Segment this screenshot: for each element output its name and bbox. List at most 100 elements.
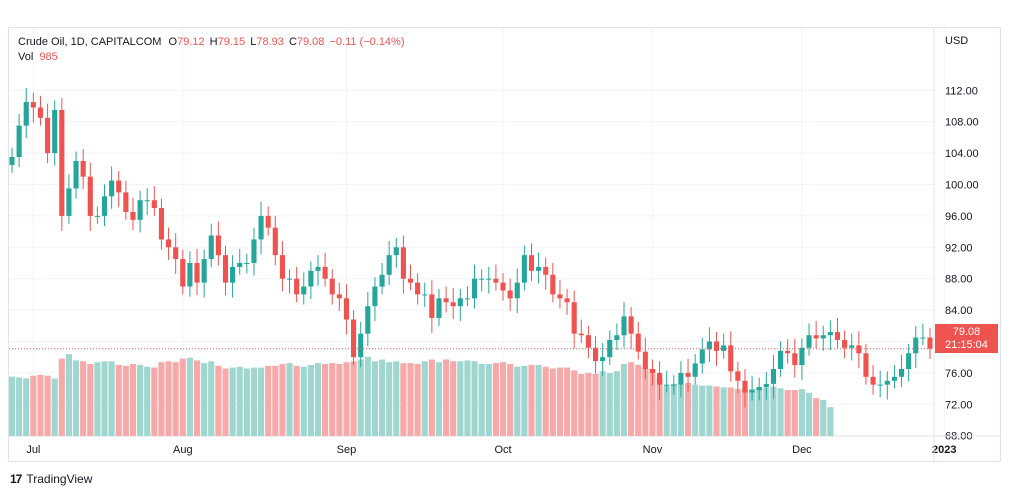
volume-bar xyxy=(16,377,23,436)
candle-body xyxy=(721,345,727,351)
volume-bar xyxy=(827,407,834,436)
volume-bar xyxy=(471,361,478,436)
candle-body xyxy=(443,298,449,303)
volume-bar xyxy=(485,364,492,436)
x-tick-label: Sep xyxy=(337,444,357,456)
tradingview-brand: TradingView xyxy=(26,472,93,486)
y-tick-label: 96.00 xyxy=(945,211,973,223)
volume-bar xyxy=(65,354,72,436)
x-tick-label: Oct xyxy=(494,444,511,456)
low-value: 78.93 xyxy=(256,36,284,48)
volume-bar xyxy=(314,363,322,436)
volume-bar xyxy=(784,390,791,436)
candle-body xyxy=(109,180,115,197)
candle-body xyxy=(294,278,300,295)
volume-bar xyxy=(122,365,129,436)
candle-body xyxy=(692,363,698,377)
candle-body xyxy=(272,227,278,256)
volume-bar xyxy=(571,370,578,436)
candle-body xyxy=(201,259,207,283)
candle-body xyxy=(66,188,72,216)
volume-label[interactable]: Vol xyxy=(18,51,34,63)
volume-value: 985 xyxy=(39,51,58,63)
candle-body xyxy=(244,263,250,264)
candle-body xyxy=(144,200,150,202)
volume-bar xyxy=(364,356,371,436)
volume-bar xyxy=(30,375,37,436)
candle-body xyxy=(208,235,214,260)
candle-body xyxy=(101,196,108,216)
candle-body xyxy=(386,255,392,275)
volume-bar xyxy=(713,386,720,436)
volume-bar xyxy=(564,367,571,436)
candle-body xyxy=(813,335,819,339)
price-unit-label[interactable]: USD xyxy=(945,35,969,47)
last-price-tag: 79.08 21:15:04 xyxy=(935,324,998,353)
candle-body xyxy=(571,302,577,334)
candle-body xyxy=(180,259,186,287)
candle-body xyxy=(642,351,648,369)
candle-body xyxy=(664,384,670,386)
volume-bar xyxy=(813,398,820,436)
open-value: 79.12 xyxy=(177,36,205,48)
volume-bar xyxy=(272,365,279,436)
volume-bar xyxy=(72,360,80,436)
y-tick-label: 88.00 xyxy=(945,274,973,286)
volume-bar xyxy=(23,378,30,436)
volume-bar xyxy=(443,359,450,436)
candle-body xyxy=(123,192,129,212)
volume-bar xyxy=(514,366,521,436)
candle-body xyxy=(158,208,165,240)
candle-body xyxy=(471,278,478,299)
candle-body xyxy=(265,215,271,228)
candle-body xyxy=(849,345,855,348)
volume-bar xyxy=(129,364,137,436)
candle-body xyxy=(920,337,926,339)
candle-body xyxy=(507,290,513,299)
x-tick-label: 2023 xyxy=(932,444,956,456)
candle-body xyxy=(528,255,535,271)
y-tick-label: 72.00 xyxy=(945,399,973,411)
volume-bar xyxy=(763,387,770,436)
candle-body xyxy=(436,298,442,318)
volume-bar xyxy=(599,371,606,436)
volume-bar xyxy=(706,385,713,436)
candle-body xyxy=(806,335,812,348)
candle-body xyxy=(592,347,599,362)
volume-bar xyxy=(137,364,144,436)
y-tick-label: 92.00 xyxy=(945,242,973,254)
candle-body xyxy=(870,376,876,385)
candle-body xyxy=(422,294,428,296)
volume-bar xyxy=(499,362,507,436)
y-tick-label: 112.00 xyxy=(945,85,978,97)
candle-body xyxy=(429,294,435,318)
candle-body xyxy=(365,306,371,334)
candle-body xyxy=(94,215,100,217)
volume-bar xyxy=(770,386,777,436)
volume-bar xyxy=(720,387,727,436)
candle-body xyxy=(407,278,414,283)
tradingview-attribution[interactable]: 17 TradingView xyxy=(10,472,92,486)
volume-bar xyxy=(677,384,684,436)
volume-bar xyxy=(236,366,243,436)
volume-bar xyxy=(201,363,208,436)
candle-body xyxy=(415,282,421,295)
candle-body xyxy=(699,349,705,364)
chart-frame[interactable] xyxy=(8,27,1001,462)
candle-body xyxy=(564,298,570,303)
candle-body xyxy=(550,274,556,295)
volume-bar xyxy=(592,373,599,436)
high-label: H xyxy=(209,36,218,48)
candle-body xyxy=(251,239,257,263)
volume-bar xyxy=(229,367,236,436)
candle-body xyxy=(578,333,584,336)
symbol-label[interactable]: Crude Oil, 1D, CAPITALCOM xyxy=(18,36,162,48)
volume-bar xyxy=(80,361,87,436)
candle-body xyxy=(657,372,663,385)
candle-body xyxy=(863,353,869,377)
candle-body xyxy=(379,274,385,287)
volume-bar xyxy=(144,366,151,436)
volume-bar xyxy=(215,365,222,436)
candle-body xyxy=(628,316,634,334)
